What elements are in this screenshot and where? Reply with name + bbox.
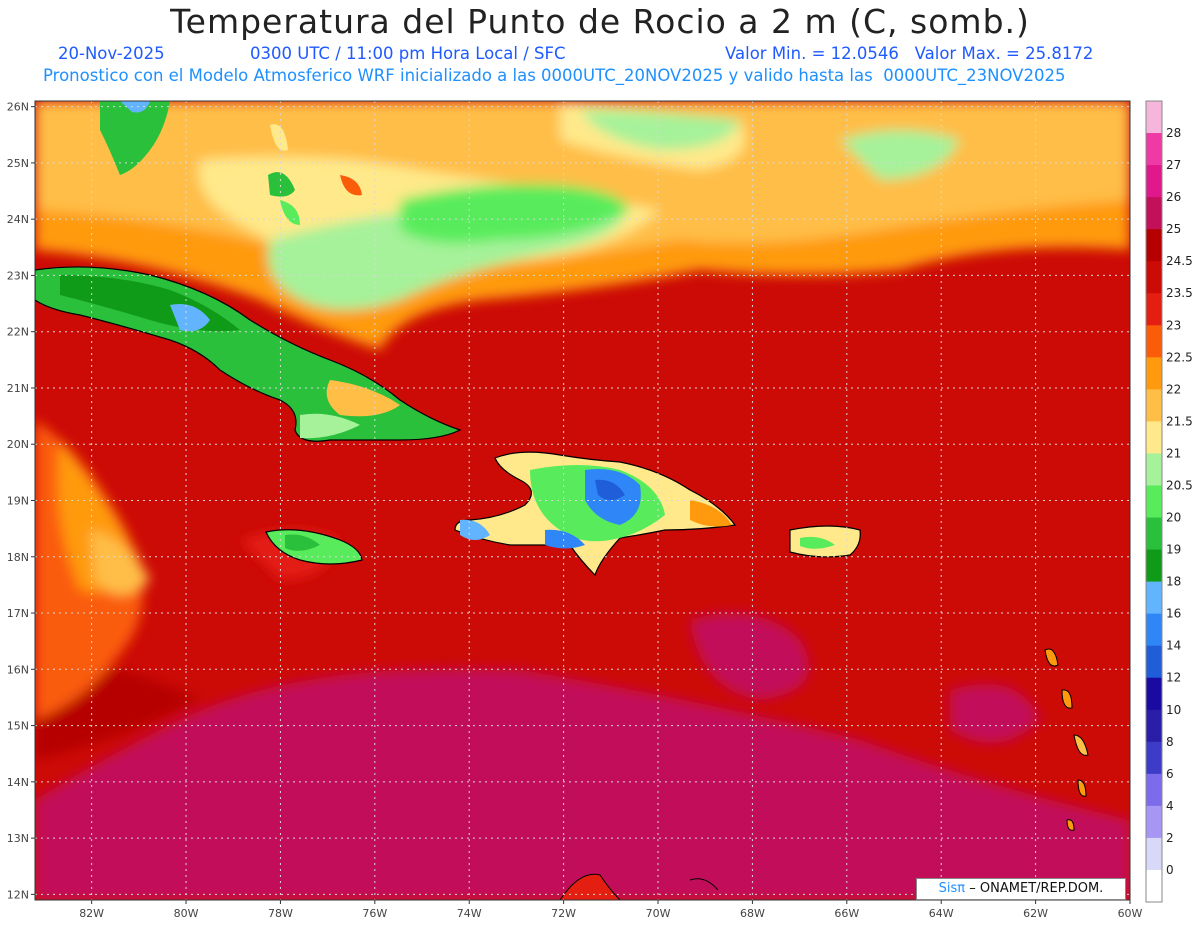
colorbar-swatch xyxy=(1146,229,1162,262)
colorbar-label: 2 xyxy=(1166,831,1174,845)
colorbar-label: 20.5 xyxy=(1166,478,1193,492)
model-info: Pronostico con el Modelo Atmosferico WRF… xyxy=(43,66,1066,85)
lon-label: 82W xyxy=(79,907,104,920)
colorbar-swatch xyxy=(1146,741,1162,775)
lat-label: 17N xyxy=(7,607,29,620)
colorbar-label: 16 xyxy=(1166,607,1181,621)
colorbar-swatch xyxy=(1146,389,1162,422)
lon-label: 78W xyxy=(268,907,293,920)
colorbar-swatch xyxy=(1146,581,1162,615)
colorbar-swatch xyxy=(1146,453,1162,486)
colorbar-label: 21.5 xyxy=(1166,414,1193,428)
lat-label: 15N xyxy=(7,720,29,733)
credit-brand: Sisπ xyxy=(938,881,966,896)
colorbar-swatch xyxy=(1146,709,1162,743)
lat-label: 19N xyxy=(7,495,29,508)
lon-label: 74W xyxy=(457,907,482,920)
credit-box: Sisπ – ONAMET/REP.DOM. xyxy=(916,878,1126,900)
map-title: Temperatura del Punto de Rocio a 2 m (C,… xyxy=(170,2,1030,41)
lat-label: 20N xyxy=(7,438,29,451)
colorbar-label: 8 xyxy=(1166,735,1174,749)
colorbar-swatch xyxy=(1146,549,1162,583)
colorbar-label: 23.5 xyxy=(1166,286,1193,300)
colorbar-label: 22.5 xyxy=(1166,350,1193,364)
colorbar-label: 21 xyxy=(1166,446,1181,460)
colorbar-swatch xyxy=(1146,421,1162,454)
colorbar-swatch xyxy=(1146,357,1162,390)
lat-label: 22N xyxy=(7,326,29,339)
colorbar-swatch xyxy=(1146,197,1162,230)
colorbar-swatch xyxy=(1146,165,1162,198)
colorbar-label: 20 xyxy=(1166,511,1181,525)
colorbar-swatch xyxy=(1146,869,1162,903)
colorbar: 2827262524.523.52322.52221.52120.5201918… xyxy=(1145,100,1193,903)
lon-label: 68W xyxy=(740,907,765,920)
colorbar-swatch xyxy=(1146,645,1162,679)
colorbar-label: 4 xyxy=(1166,799,1174,813)
colorbar-swatch xyxy=(1146,517,1162,551)
colorbar-label: 19 xyxy=(1166,543,1181,557)
colorbar-swatch xyxy=(1146,325,1162,358)
colorbar-label: 6 xyxy=(1166,767,1174,781)
colorbar-label: 12 xyxy=(1166,671,1181,685)
colorbar-swatch xyxy=(1146,101,1162,134)
colorbar-label: 28 xyxy=(1166,126,1181,140)
colorbar-swatch xyxy=(1146,773,1162,807)
field-layer xyxy=(35,101,1130,900)
lon-label: 72W xyxy=(551,907,576,920)
lat-label: 16N xyxy=(7,663,29,676)
lat-label: 21N xyxy=(7,382,29,395)
colorbar-label: 26 xyxy=(1166,190,1181,204)
lon-label: 66W xyxy=(834,907,859,920)
lon-label: 64W xyxy=(929,907,954,920)
axis-ticks: 26N 25N 24N 23N 22N 21N 20N 19N 18N 17N 16N 15N 14N 1… xyxy=(7,101,1143,920)
colorbar-label: 10 xyxy=(1166,703,1181,717)
colorbar-label: 18 xyxy=(1166,575,1181,589)
colorbar-label: 14 xyxy=(1166,639,1181,653)
colorbar-swatch xyxy=(1146,133,1162,166)
lat-label: 12N xyxy=(7,888,29,901)
colorbar-label: 25 xyxy=(1166,222,1181,236)
lat-label: 24N xyxy=(7,213,29,226)
forecast-date: 20-Nov-2025 xyxy=(58,44,165,63)
colorbar-swatch xyxy=(1146,485,1162,519)
forecast-time: 0300 UTC / 11:00 pm Hora Local / SFC xyxy=(250,44,566,63)
colorbar-swatch xyxy=(1146,805,1162,839)
colorbar-label: 24.5 xyxy=(1166,254,1193,268)
lat-label: 26N xyxy=(7,101,29,114)
colorbar-label: 27 xyxy=(1166,158,1181,172)
lat-label: 14N xyxy=(7,776,29,789)
colorbar-label: 0 xyxy=(1166,863,1174,877)
credit-text: – ONAMET/REP.DOM. xyxy=(969,881,1104,896)
colorbar-label: 23 xyxy=(1166,318,1181,332)
lon-label: 80W xyxy=(174,907,199,920)
lon-label: 76W xyxy=(362,907,387,920)
colorbar-swatch xyxy=(1146,293,1162,326)
lon-label: 62W xyxy=(1023,907,1048,920)
lat-label: 23N xyxy=(7,269,29,282)
colorbar-swatch xyxy=(1146,261,1162,294)
colorbar-swatch xyxy=(1146,613,1162,647)
value-min-max: Valor Min. = 12.0546 Valor Max. = 25.817… xyxy=(725,44,1094,63)
lat-label: 13N xyxy=(7,832,29,845)
lat-label: 25N xyxy=(7,157,29,170)
colorbar-swatch xyxy=(1146,677,1162,711)
colorbar-label: 22 xyxy=(1166,382,1181,396)
lon-label: 70W xyxy=(646,907,671,920)
colorbar-swatch xyxy=(1146,837,1162,871)
lat-label: 18N xyxy=(7,551,29,564)
lon-label: 60W xyxy=(1118,907,1143,920)
